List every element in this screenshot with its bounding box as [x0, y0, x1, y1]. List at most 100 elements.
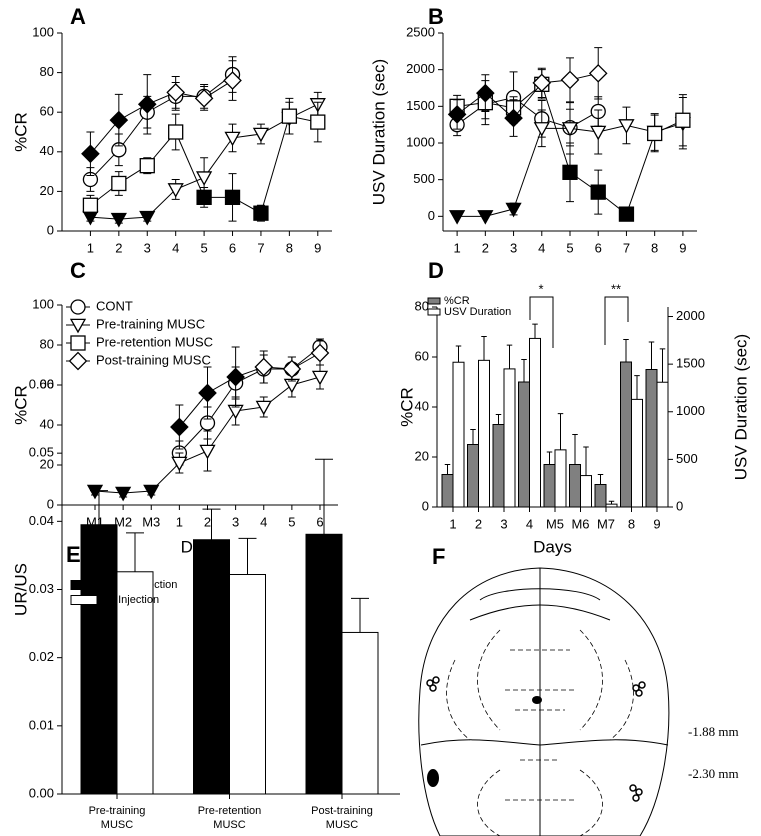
marker: [223, 71, 242, 90]
bar: [594, 484, 607, 508]
x-tick-label: 2: [482, 240, 489, 255]
marker: [253, 205, 269, 221]
x-tick-label: 6: [229, 240, 236, 255]
x-tick-label: 5: [288, 514, 295, 529]
bar: [229, 574, 266, 795]
x-axis-label: Days: [533, 537, 572, 556]
bar: [631, 398, 643, 508]
bar: [492, 424, 505, 508]
y-tick-label: 40: [415, 398, 429, 413]
x-tick-label: M5: [546, 516, 564, 531]
error-bar: [648, 341, 655, 370]
error-bar: [597, 474, 604, 485]
x-tick-label: 2: [475, 516, 482, 531]
y-tick-label: 40: [40, 143, 54, 158]
y-tick-label: 40: [40, 416, 54, 431]
y2-tick-label: 2000: [676, 308, 705, 323]
x-tick-label: M3: [142, 514, 160, 529]
y-axis-label: %CR: [397, 387, 416, 427]
panel-letter: C: [70, 258, 86, 283]
x-tick-label: 7: [257, 240, 264, 255]
bar: [467, 444, 479, 508]
y-tick-label: 0.00: [29, 785, 54, 800]
marker: [196, 171, 213, 186]
marker: [68, 351, 88, 371]
x-tick-label: M7: [597, 516, 615, 531]
error-bar: [470, 429, 476, 445]
inner-structures: [446, 629, 634, 836]
error-bar: [202, 508, 221, 540]
bar: [305, 533, 343, 795]
bar: [620, 361, 632, 508]
bracket: [604, 296, 629, 345]
bar: [554, 449, 567, 508]
marker: [675, 112, 691, 128]
brain-outline: [418, 567, 670, 836]
marker: [255, 400, 272, 416]
y-tick-label: 0.03: [29, 581, 54, 596]
marker: [167, 183, 184, 198]
bar: [543, 464, 556, 508]
error-bar: [444, 464, 451, 475]
marker: [618, 206, 635, 222]
error-bar: [608, 500, 615, 505]
bar: [341, 631, 379, 795]
legend-label: %CR: [444, 295, 470, 307]
marker: [505, 202, 522, 218]
marker: [504, 108, 523, 128]
marker: [139, 158, 155, 174]
marker: [171, 456, 188, 472]
legend-label: USV Duration: [444, 306, 511, 318]
panel-letter: E: [66, 542, 81, 567]
x-tick-label: M2: [114, 514, 132, 529]
bar: [503, 368, 516, 508]
y-axis-label: %CR: [11, 112, 30, 152]
marker: [282, 359, 302, 379]
marker: [281, 108, 298, 124]
marker: [226, 367, 245, 387]
y-tick-label: 0: [47, 222, 54, 237]
marker: [137, 94, 157, 114]
marker: [143, 484, 160, 500]
bar: [605, 503, 618, 508]
error-bar: [659, 348, 666, 383]
marker: [110, 212, 127, 228]
marker: [561, 122, 579, 137]
y-tick-label: 80: [415, 298, 429, 313]
panel-letter: D: [428, 258, 444, 283]
bar: [529, 337, 541, 508]
y2-tick-label: 500: [676, 451, 698, 466]
marker: [618, 119, 635, 134]
y2-tick-label: 1500: [676, 356, 705, 371]
marker: [170, 417, 189, 437]
y-tick-label: 0.01: [29, 717, 54, 732]
y-tick-label: 0.06: [29, 376, 54, 391]
x-tick-label: 4: [260, 514, 267, 529]
y-axis-label: USV Duration (sec): [369, 59, 388, 205]
marker: [447, 105, 467, 124]
marker: [194, 89, 214, 108]
y-tick-label: 2000: [406, 61, 435, 76]
error-bar: [126, 532, 144, 572]
y2-tick-label: 1000: [676, 403, 705, 418]
y-tick-label: 80: [40, 336, 54, 351]
x-tick-label: 9: [314, 240, 321, 255]
marker: [311, 370, 329, 386]
x-tick-label: 3: [144, 240, 151, 255]
panel-letter: B: [428, 4, 444, 29]
marker: [310, 343, 330, 363]
x-tick-label: 6: [595, 240, 602, 255]
x-tick-label: 6: [316, 514, 323, 529]
legend-swatch: [70, 595, 98, 605]
y-tick-label: 0.04: [29, 513, 54, 528]
error-bar: [481, 336, 487, 361]
lesion-mark: [427, 769, 439, 787]
marker: [477, 210, 494, 225]
marker: [533, 122, 550, 137]
x-tick-label: Pre-training MUSC: [88, 805, 146, 831]
x-tick-label: 7: [623, 240, 630, 255]
x-tick-label: 1: [449, 516, 456, 531]
marker: [588, 64, 608, 83]
marker: [590, 184, 606, 200]
